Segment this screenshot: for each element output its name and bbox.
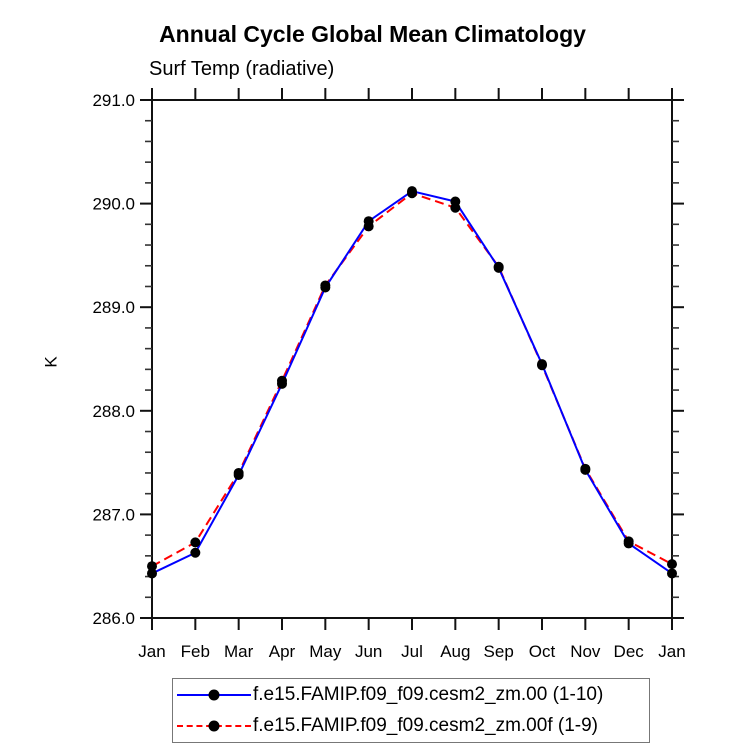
legend: f.e15.FAMIP.f09_f09.cesm2_zm.00 (1-10) f… [172,678,650,743]
data-point-marker-series-1 [147,561,157,572]
y-tick-label: 286.0 [92,609,135,628]
x-tick-label: Aug [440,642,470,661]
data-point-marker-series-1 [407,188,417,199]
x-tick-label: Sep [484,642,514,661]
x-tick-label: Jun [355,642,382,661]
chart-title: Annual Cycle Global Mean Climatology [159,21,586,47]
series-line-1 [151,192,673,568]
y-tick-label: 290.0 [92,195,135,214]
series-line-0 [151,190,673,575]
data-point-marker-series-0 [190,547,201,558]
data-point-marker-series-1 [450,202,461,213]
data-point-marker-series-1 [363,221,374,232]
x-tick-label: Mar [224,642,254,661]
x-tick-label: Dec [614,642,645,661]
data-point-marker-series-1 [493,261,504,272]
y-tick-label: 288.0 [92,402,135,421]
chart-subtitle: Surf Temp (radiative) [149,58,335,80]
x-tick-label: Jan [138,642,165,661]
data-point-marker-series-1 [537,360,547,371]
marker-dot-icon [208,689,220,701]
data-point-marker-series-1 [277,375,287,386]
legend-sample-red-dashed [177,719,251,733]
data-point-marker-series-1 [320,280,331,291]
y-tick-label: 287.0 [92,505,135,524]
data-point-marker-series-1 [233,467,244,478]
data-point-marker-series-1 [667,559,677,570]
legend-label: f.e15.FAMIP.f09_f09.cesm2_zm.00f (1-9) [253,715,598,736]
data-point-marker-series-1 [190,537,201,548]
x-tick-label: Nov [570,642,601,661]
y-tick-label: 289.0 [92,298,135,317]
data-point-marker-series-1 [580,463,591,474]
x-tick-label: Jul [401,642,423,661]
y-tick-label: 291.0 [92,91,135,110]
x-tick-label: May [309,642,342,661]
legend-entry-series-0: f.e15.FAMIP.f09_f09.cesm2_zm.00 (1-10) [173,680,649,711]
plot-frame [151,99,673,619]
data-point-marker-series-1 [623,536,634,547]
legend-sample-blue-solid [177,688,251,702]
legend-entry-series-1: f.e15.FAMIP.f09_f09.cesm2_zm.00f (1-9) [173,711,649,742]
legend-label: f.e15.FAMIP.f09_f09.cesm2_zm.00 (1-10) [253,684,604,705]
x-tick-label: Oct [529,642,556,661]
data-point-marker-series-0 [147,568,157,579]
data-point-marker-series-0 [667,568,677,579]
x-tick-label: Apr [269,642,296,661]
x-tick-label: Jan [658,642,685,661]
x-tick-label: Feb [181,642,210,661]
marker-dot-icon [208,720,220,732]
